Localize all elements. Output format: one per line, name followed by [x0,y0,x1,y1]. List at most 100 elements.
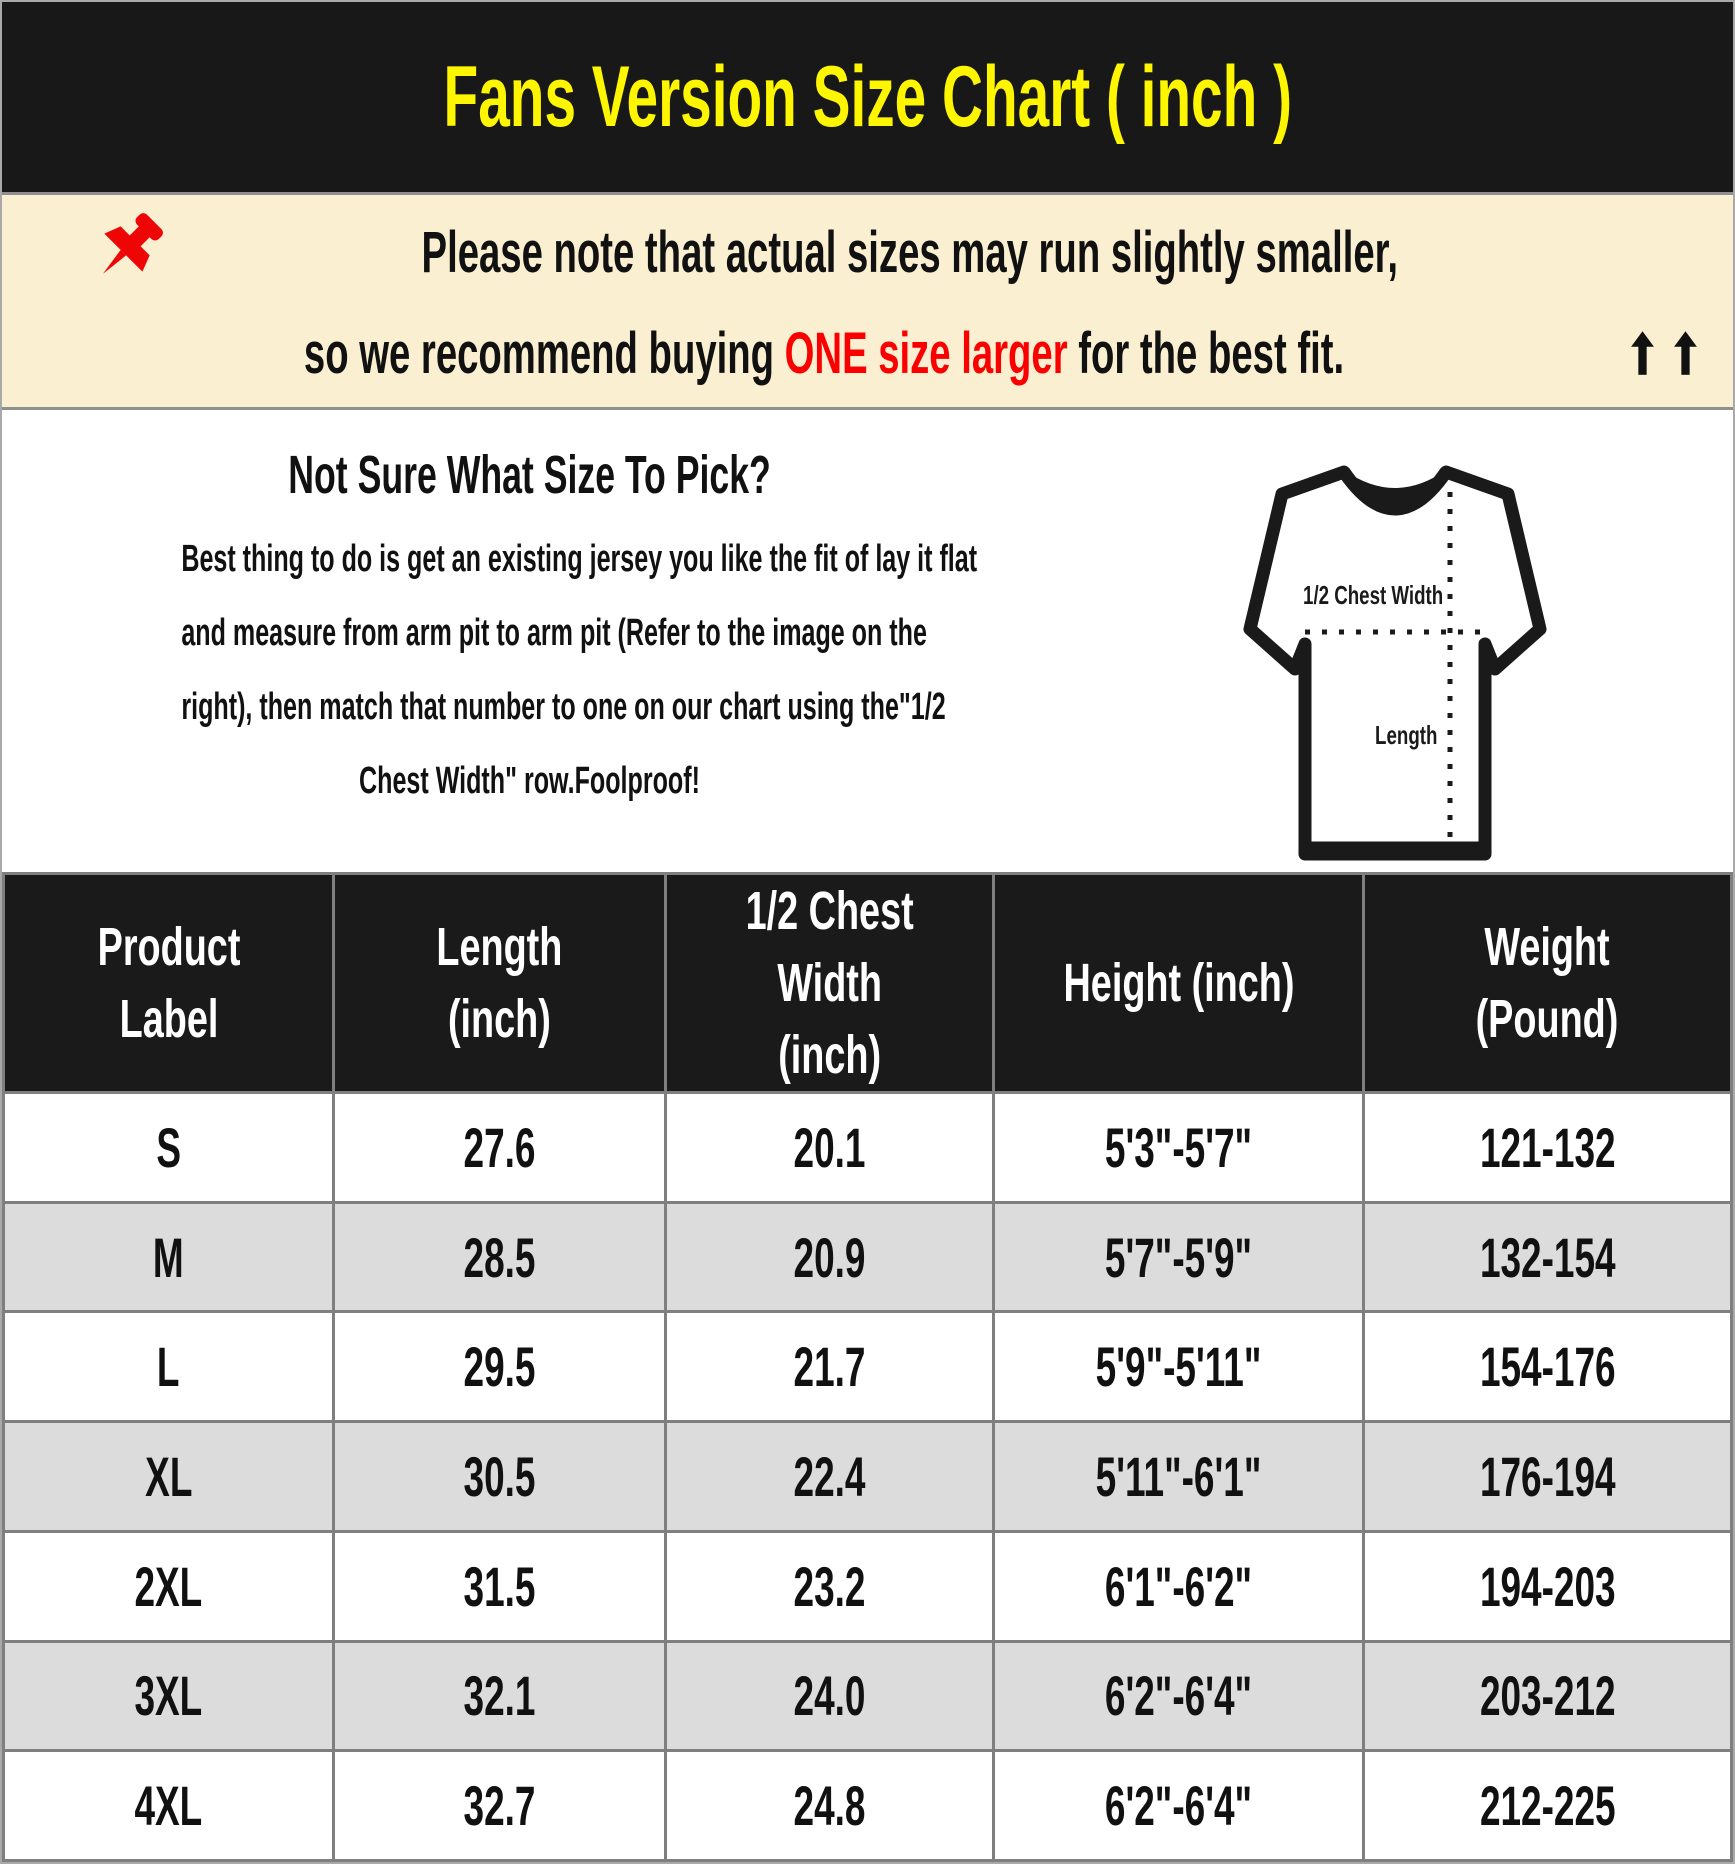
note-line-2: so we recommend buying ONE size larger f… [36,320,1698,387]
cell-text: 176-194 [1479,1444,1616,1508]
size-table: Product Label Length (inch) 1/2 Chest Wi… [2,872,1733,1862]
note-banner: Please note that actual sizes may run sl… [2,192,1733,410]
chest-width-label: 1/2 Chest Width [1303,580,1443,610]
header-chest-width: 1/2 Chest Width (inch) [663,872,996,1094]
cell-height: 5'9"-5'11" [992,1310,1365,1424]
size-guide-heading: Not Sure What Size To Pick? [2,444,1057,506]
cell-text: 20.9 [793,1225,866,1289]
header-text: Weight (Pound) [1476,917,1619,1049]
cell-chest: 20.1 [663,1091,996,1204]
cell-height: 6'1"-6'2" [992,1529,1365,1643]
cell-text: 24.8 [793,1774,866,1838]
cell-size: XL [2,1420,336,1533]
cell-chest: 23.2 [663,1529,996,1643]
cell-chest: 20.9 [663,1200,996,1314]
note-line-1-text: Please note that actual sizes may run sl… [421,220,1398,285]
header-product-label: Product Label [2,872,336,1094]
cell-text: 5'3"-5'7" [1104,1115,1253,1179]
note-text-after: for the best fit. [1068,320,1345,386]
cell-chest: 24.8 [663,1749,996,1862]
size-guide-paragraph: Best thing to do is get an existing jers… [2,522,1057,818]
cell-length: 30.5 [332,1420,667,1533]
page-title: Fans Version Size Chart ( inch ) [443,48,1292,145]
table-row-xl: XL 30.5 22.4 5'11"-6'1" 176-194 [2,1420,1733,1533]
table-row-4xl: 4XL 32.7 24.8 6'2"-6'4" 212-225 [2,1749,1733,1862]
cell-size: L [2,1310,336,1424]
cell-text: 6'1"-6'2" [1104,1554,1253,1618]
cell-weight: 121-132 [1361,1091,1733,1204]
cell-text: 30.5 [463,1444,536,1508]
table-row-m: M 28.5 20.9 5'7"-5'9" 132-154 [2,1200,1733,1314]
cell-text: 31.5 [463,1554,536,1618]
cell-text: 21.7 [793,1335,866,1399]
cell-weight: 176-194 [1361,1420,1733,1533]
cell-weight: 212-225 [1361,1749,1733,1862]
cell-weight: 154-176 [1361,1310,1733,1424]
up-arrow-icon [1630,331,1654,375]
cell-length: 28.5 [332,1200,667,1314]
header-height: Height (inch) [992,872,1365,1094]
cell-chest: 22.4 [663,1420,996,1533]
note-text-before: so we recommend buying [304,320,786,386]
cell-text: 212-225 [1479,1774,1616,1838]
cell-text: S [156,1115,181,1179]
cell-text: 24.0 [793,1664,866,1728]
cell-text: XL [144,1444,193,1508]
cell-text: 32.7 [463,1774,536,1838]
cell-size: 2XL [2,1529,336,1643]
pushpin-icon [102,212,163,274]
cell-text: 2XL [134,1554,203,1618]
table-row-2xl: 2XL 31.5 23.2 6'1"-6'2" 194-203 [2,1529,1733,1643]
title-bar: Fans Version Size Chart ( inch ) [2,2,1733,192]
guide-line: Chest Width" row.Foolproof! [359,760,700,802]
cell-length: 32.7 [332,1749,667,1862]
cell-height: 6'2"-6'4" [992,1639,1365,1753]
size-guide-heading-text: Not Sure What Size To Pick? [288,445,771,505]
cell-height: 6'2"-6'4" [992,1749,1365,1862]
cell-text: L [157,1335,180,1399]
tshirt-collar [1344,470,1446,508]
cell-text: 132-154 [1479,1225,1616,1289]
cell-text: 3XL [134,1664,203,1728]
note-line-2-text: so we recommend buying ONE size larger f… [304,320,1344,387]
cell-text: 23.2 [793,1554,866,1618]
header-length: Length (inch) [332,872,667,1094]
note-highlight: ONE size larger [785,320,1069,386]
cell-chest: 21.7 [663,1310,996,1424]
cell-weight: 203-212 [1361,1639,1733,1753]
cell-length: 29.5 [332,1310,667,1424]
cell-text: 6'2"-6'4" [1104,1664,1253,1728]
header-text: 1/2 Chest Width (inch) [745,881,914,1085]
cell-text: 22.4 [793,1444,866,1508]
cell-text: 27.6 [463,1115,536,1179]
cell-length: 27.6 [332,1091,667,1204]
length-label: Length [1375,720,1437,750]
cell-text: 6'2"-6'4" [1104,1774,1253,1838]
header-text: Product Label [97,917,240,1049]
header-text: Height (inch) [1063,953,1295,1013]
cell-text: 29.5 [463,1335,536,1399]
tshirt-diagram: 1/2 Chest Width Length [1057,410,1733,872]
cell-text: 32.1 [463,1664,536,1728]
cell-weight: 132-154 [1361,1200,1733,1314]
cell-height: 5'3"-5'7" [992,1091,1365,1204]
tshirt-outline [1243,465,1547,861]
tshirt-icon: 1/2 Chest Width Length [1243,465,1547,861]
table-header-row: Product Label Length (inch) 1/2 Chest Wi… [2,872,1733,1094]
header-weight: Weight (Pound) [1361,872,1733,1094]
cell-text: M [153,1225,184,1289]
cell-height: 5'11"-6'1" [992,1420,1365,1533]
cell-text: 154-176 [1479,1335,1616,1399]
header-text: Length (inch) [436,917,563,1049]
cell-text: 121-132 [1479,1115,1616,1179]
cell-size: S [2,1091,336,1204]
cell-height: 5'7"-5'9" [992,1200,1365,1314]
size-guide-section: Not Sure What Size To Pick? Best thing t… [2,410,1733,872]
cell-weight: 194-203 [1361,1529,1733,1643]
cell-text: 5'7"-5'9" [1104,1225,1253,1289]
up-arrow-icon [1673,331,1697,375]
size-guide-text: Not Sure What Size To Pick? Best thing t… [2,410,1057,872]
guide-line: and measure from arm pit to arm pit (Ref… [181,612,927,654]
cell-text: 5'11"-6'1" [1095,1444,1262,1508]
